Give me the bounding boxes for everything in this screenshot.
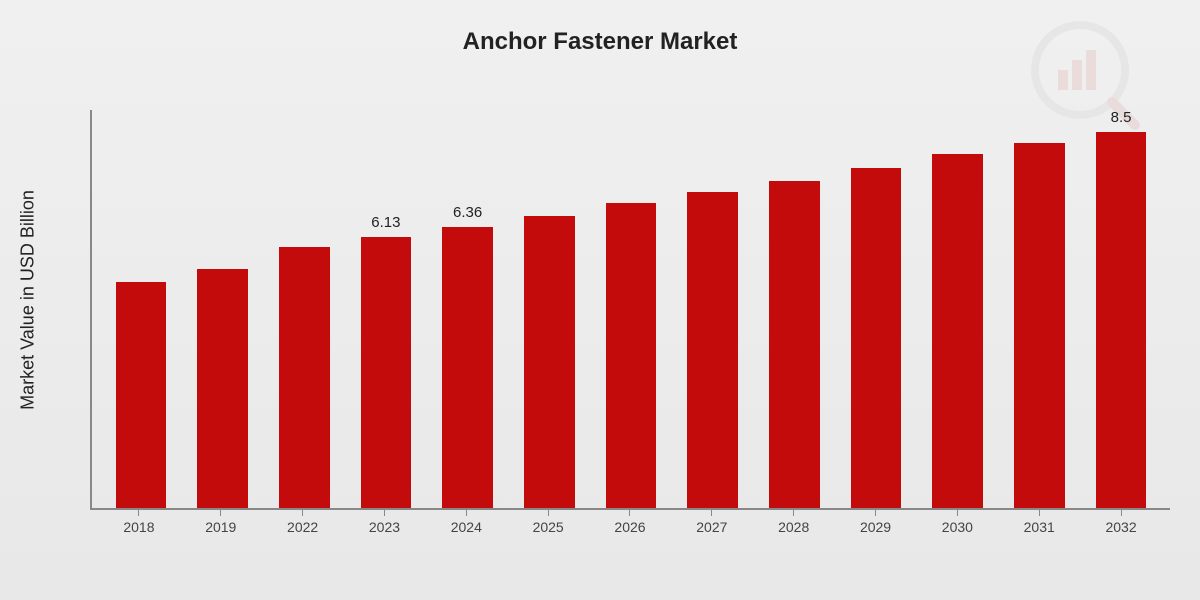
bar-slot — [835, 110, 917, 508]
x-axis-tick-label: 2026 — [589, 516, 671, 535]
x-axis-tick-label: 2018 — [98, 516, 180, 535]
x-label-slot: 2019 — [180, 510, 262, 540]
bar-value-label: 6.13 — [371, 214, 400, 231]
x-axis-tick-label: 2031 — [998, 516, 1080, 535]
chart-title: Anchor Fastener Market — [0, 0, 1200, 56]
bar-slot — [263, 110, 345, 508]
x-label-slot: 2028 — [753, 510, 835, 540]
x-axis-tick-label: 2028 — [753, 516, 835, 535]
x-label-slot: 2027 — [671, 510, 753, 540]
x-axis-tick-label: 2027 — [671, 516, 753, 535]
bar-slot: 6.13 — [345, 110, 427, 508]
bar-slot — [672, 110, 754, 508]
bar — [851, 168, 902, 509]
bar — [1014, 143, 1065, 508]
bar — [524, 216, 575, 508]
bars-container: 6.13 6.36 8.5 — [92, 110, 1170, 508]
x-axis-tick-label: 2024 — [425, 516, 507, 535]
x-axis-tick-label: 2022 — [262, 516, 344, 535]
bar-slot: 6.36 — [427, 110, 509, 508]
bar-slot — [754, 110, 836, 508]
x-axis-labels: 2018201920222023202420252026202720282029… — [90, 510, 1170, 540]
chart-area: 6.13 6.36 8.5 2018201920222023202420252026… — [90, 110, 1170, 540]
x-label-slot: 2031 — [998, 510, 1080, 540]
bar — [279, 247, 330, 508]
x-axis-tick-label: 2023 — [344, 516, 426, 535]
bar — [606, 203, 657, 508]
bar — [361, 237, 412, 508]
bar-slot — [100, 110, 182, 508]
plot-region: 6.13 6.36 8.5 — [90, 110, 1170, 510]
bar-slot — [508, 110, 590, 508]
bar — [687, 192, 738, 508]
bar-value-label: 6.36 — [453, 204, 482, 221]
x-label-slot: 2029 — [835, 510, 917, 540]
x-label-slot: 2022 — [262, 510, 344, 540]
bar-slot — [917, 110, 999, 508]
x-axis-tick-label: 2032 — [1080, 516, 1162, 535]
y-axis-label: Market Value in USD Billion — [18, 190, 39, 410]
bar — [116, 282, 167, 508]
x-label-slot: 2023 — [344, 510, 426, 540]
bar — [442, 227, 493, 508]
x-axis-tick-label: 2030 — [916, 516, 998, 535]
x-label-slot: 2030 — [916, 510, 998, 540]
bar — [1096, 132, 1147, 508]
x-axis-tick-label: 2025 — [507, 516, 589, 535]
x-axis-tick-label: 2019 — [180, 516, 262, 535]
x-label-slot: 2032 — [1080, 510, 1162, 540]
bar-value-label: 8.5 — [1111, 109, 1132, 126]
bar-slot: 8.5 — [1080, 110, 1162, 508]
bar — [197, 269, 248, 508]
x-axis-tick-label: 2029 — [835, 516, 917, 535]
bar-slot — [182, 110, 264, 508]
x-label-slot: 2018 — [98, 510, 180, 540]
bar-slot — [590, 110, 672, 508]
bar — [769, 181, 820, 508]
bar — [932, 154, 983, 508]
x-label-slot: 2026 — [589, 510, 671, 540]
x-label-slot: 2024 — [425, 510, 507, 540]
bar-slot — [999, 110, 1081, 508]
x-label-slot: 2025 — [507, 510, 589, 540]
